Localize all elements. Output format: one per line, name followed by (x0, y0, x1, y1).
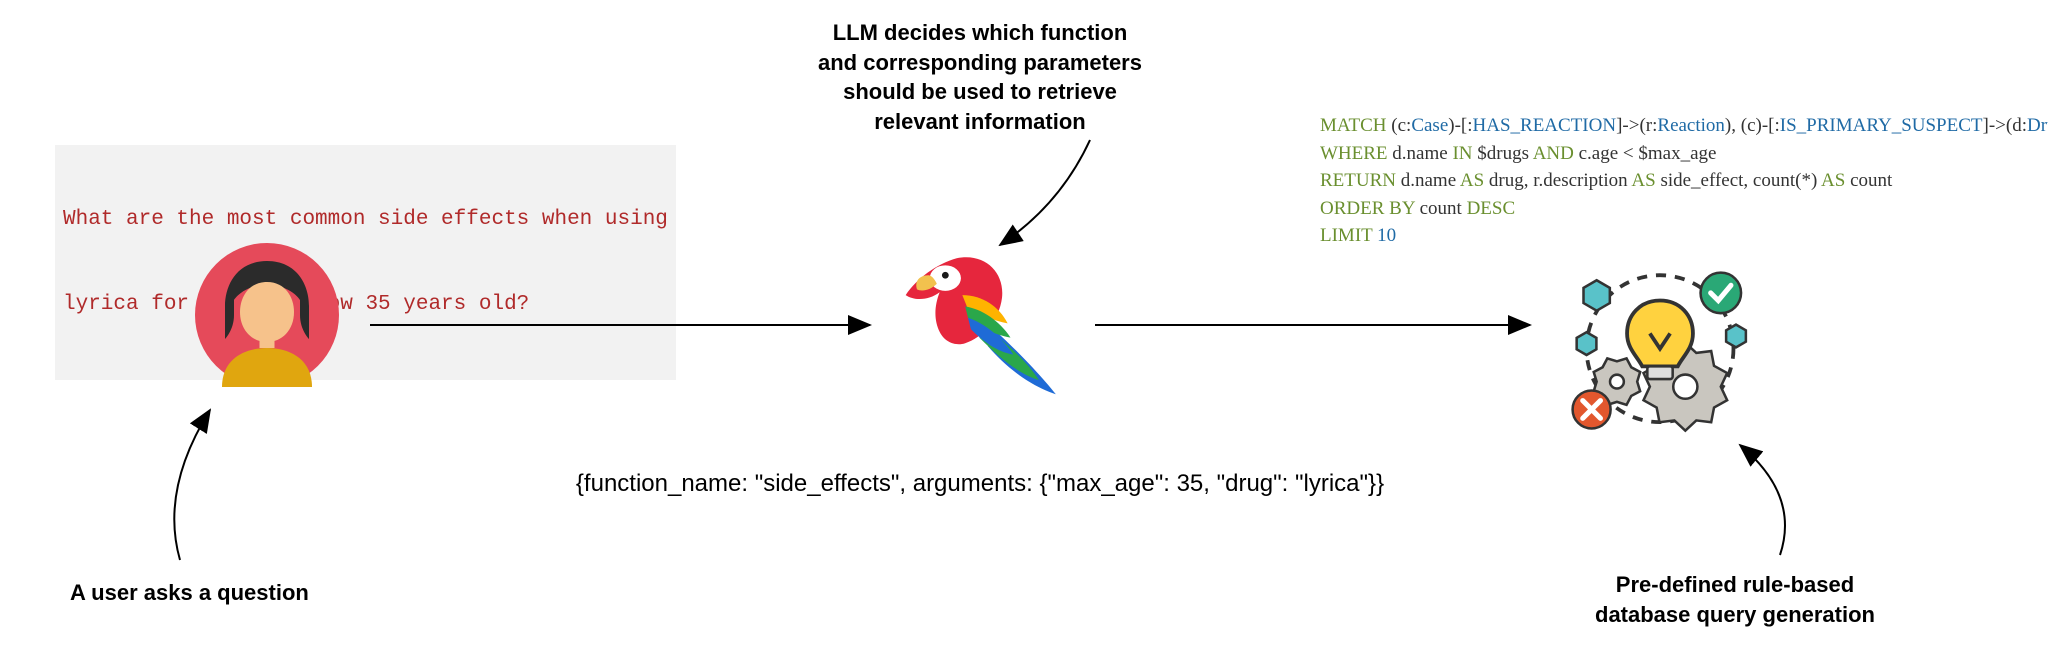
rules-caption: Pre-defined rule-based database query ge… (1500, 570, 1970, 629)
function-call-text: {function_name: "side_effects", argument… (480, 470, 1480, 498)
rules-caption-l2: database query generation (1500, 600, 1970, 630)
user-caption: A user asks a question (70, 578, 390, 608)
rules-caption-l1: Pre-defined rule-based (1500, 570, 1970, 600)
curve-rules-caption (0, 0, 2048, 652)
diagram-canvas: What are the most common side effects wh… (0, 0, 2048, 652)
